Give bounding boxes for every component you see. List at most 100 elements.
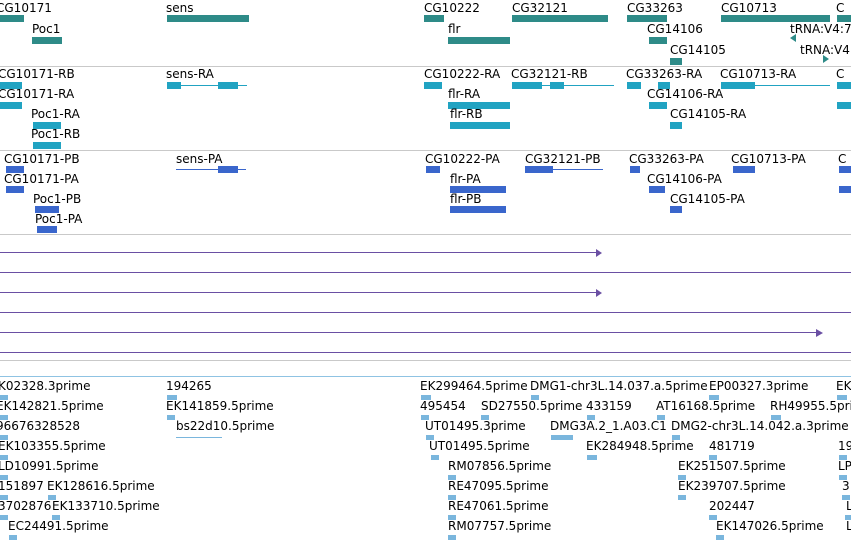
- gene-feature[interactable]: [721, 15, 830, 22]
- est-feature[interactable]: [839, 455, 847, 460]
- est-label[interactable]: LD10991.5prime: [0, 459, 99, 473]
- protein-label[interactable]: CG32121-PB: [525, 152, 601, 166]
- transcript-label-clipped[interactable]: C: [836, 67, 845, 81]
- est-feature[interactable]: [551, 435, 573, 440]
- est-label[interactable]: EK103355.5prime: [0, 439, 106, 453]
- est-feature[interactable]: [448, 535, 456, 540]
- protein-feature[interactable]: [649, 186, 665, 193]
- gene-feature[interactable]: [448, 37, 510, 44]
- protein-feature[interactable]: [6, 186, 24, 193]
- transcript-label[interactable]: CG10171-RA: [0, 87, 75, 101]
- protein-label[interactable]: flr-PB: [450, 192, 482, 206]
- est-label[interactable]: EC24491.5prime: [8, 519, 109, 533]
- protein-label[interactable]: Poc1-PB: [33, 192, 82, 206]
- gene-label[interactable]: CG10171: [0, 1, 52, 15]
- protein-label[interactable]: CG33263-PA: [629, 152, 704, 166]
- transcript-label[interactable]: flr-RB: [450, 107, 483, 121]
- transcript-feature[interactable]: [448, 102, 510, 109]
- transcript-feature[interactable]: [837, 102, 851, 109]
- est-feature[interactable]: [839, 475, 847, 480]
- est-feature[interactable]: [709, 455, 717, 460]
- est-feature[interactable]: [9, 535, 17, 540]
- est-label[interactable]: 194265: [166, 379, 212, 393]
- transcript-label[interactable]: Poc1-RA: [31, 107, 80, 121]
- protein-feature[interactable]: [6, 166, 24, 173]
- gene-feature[interactable]: [627, 15, 667, 22]
- transcript-feature[interactable]: [658, 82, 670, 89]
- gene-feature[interactable]: [790, 34, 796, 42]
- est-label[interactable]: EK133710.5prime: [52, 499, 160, 513]
- transcript-exon[interactable]: [512, 82, 542, 89]
- est-label[interactable]: EK142821.5prime: [0, 399, 104, 413]
- est-label[interactable]: 481719: [709, 439, 755, 453]
- est-feature[interactable]: [167, 415, 175, 420]
- gene-label[interactable]: flr: [448, 22, 461, 36]
- gene-label[interactable]: CG10713: [721, 1, 777, 15]
- protein-feature[interactable]: [839, 166, 851, 173]
- protein-label-clipped[interactable]: C: [838, 152, 847, 166]
- transcript-feature[interactable]: [649, 102, 667, 109]
- est-feature[interactable]: [448, 515, 456, 520]
- protein-label[interactable]: CG10171-PA: [4, 172, 79, 186]
- est-label[interactable]: 433159: [586, 399, 632, 413]
- est-label[interactable]: RH49955.5prime: [770, 399, 851, 413]
- transcript-exon[interactable]: [550, 82, 564, 89]
- protein-feature[interactable]: [733, 166, 755, 173]
- est-feature[interactable]: [709, 395, 719, 400]
- est-label[interactable]: bs22d10.5prime: [176, 419, 275, 433]
- est-label[interactable]: EK284948.5prime: [586, 439, 694, 453]
- est-feature[interactable]: [48, 495, 56, 500]
- gene-feature[interactable]: [167, 15, 249, 22]
- est-feature[interactable]: [167, 395, 177, 400]
- transcript-label[interactable]: flr-RA: [448, 87, 481, 101]
- est-label[interactable]: EP00327.3prime: [709, 379, 809, 393]
- est-feature[interactable]: [431, 455, 439, 460]
- est-feature[interactable]: [716, 535, 724, 540]
- gene-feature[interactable]: [0, 15, 24, 22]
- est-label[interactable]: EK147026.5prime: [716, 519, 824, 533]
- alignment-line[interactable]: [0, 252, 596, 253]
- transcript-feature[interactable]: [33, 142, 61, 149]
- gene-label[interactable]: tRNA:V4:: [800, 43, 851, 57]
- gene-feature[interactable]: [512, 15, 608, 22]
- est-feature[interactable]: [672, 435, 680, 440]
- gene-label[interactable]: tRNA:V4:7: [790, 22, 851, 36]
- protein-feature[interactable]: [839, 186, 851, 193]
- gene-feature[interactable]: [670, 58, 682, 65]
- alignment-line[interactable]: [0, 272, 851, 273]
- transcript-feature[interactable]: [424, 82, 442, 89]
- protein-label[interactable]: CG10171-PB: [4, 152, 80, 166]
- transcript-label[interactable]: CG14106-RA: [647, 87, 724, 101]
- est-label[interactable]: 3: [842, 479, 850, 493]
- est-label[interactable]: EK239707.5prime: [678, 479, 786, 493]
- est-feature[interactable]: [587, 455, 597, 460]
- est-label[interactable]: 3702876: [0, 499, 52, 513]
- est-feature[interactable]: [448, 475, 456, 480]
- gene-label[interactable]: CG10222: [424, 1, 480, 15]
- est-feature[interactable]: [657, 415, 665, 420]
- protein-label[interactable]: Poc1-PA: [35, 212, 83, 226]
- transcript-exon[interactable]: [218, 82, 238, 89]
- protein-label[interactable]: CG14105-PA: [670, 192, 745, 206]
- est-feature[interactable]: [837, 395, 847, 400]
- protein-feature[interactable]: [670, 206, 682, 213]
- est-feature[interactable]: [678, 475, 686, 480]
- est-feature[interactable]: [845, 515, 851, 520]
- est-label[interactable]: RM07856.5prime: [448, 459, 552, 473]
- est-label[interactable]: 19: [838, 439, 851, 453]
- est-feature[interactable]: [587, 415, 595, 420]
- transcript-feature[interactable]: [0, 82, 22, 89]
- transcript-label[interactable]: Poc1-RB: [31, 127, 81, 141]
- transcript-label[interactable]: CG10713-RA: [720, 67, 797, 81]
- est-label[interactable]: K02328.3prime: [0, 379, 91, 393]
- protein-label[interactable]: CG10713-PA: [731, 152, 806, 166]
- gene-label[interactable]: sens: [166, 1, 194, 15]
- transcript-exon[interactable]: [167, 82, 181, 89]
- est-label[interactable]: EK251507.5prime: [678, 459, 786, 473]
- est-label[interactable]: DMG2-chr3L.14.042.a.3prime: [671, 419, 849, 433]
- alignment-line[interactable]: [0, 332, 816, 333]
- alignment-line[interactable]: [0, 312, 851, 313]
- est-feature[interactable]: [0, 435, 8, 440]
- transcript-feature[interactable]: [33, 122, 61, 129]
- gene-label[interactable]: CG32121: [512, 1, 568, 15]
